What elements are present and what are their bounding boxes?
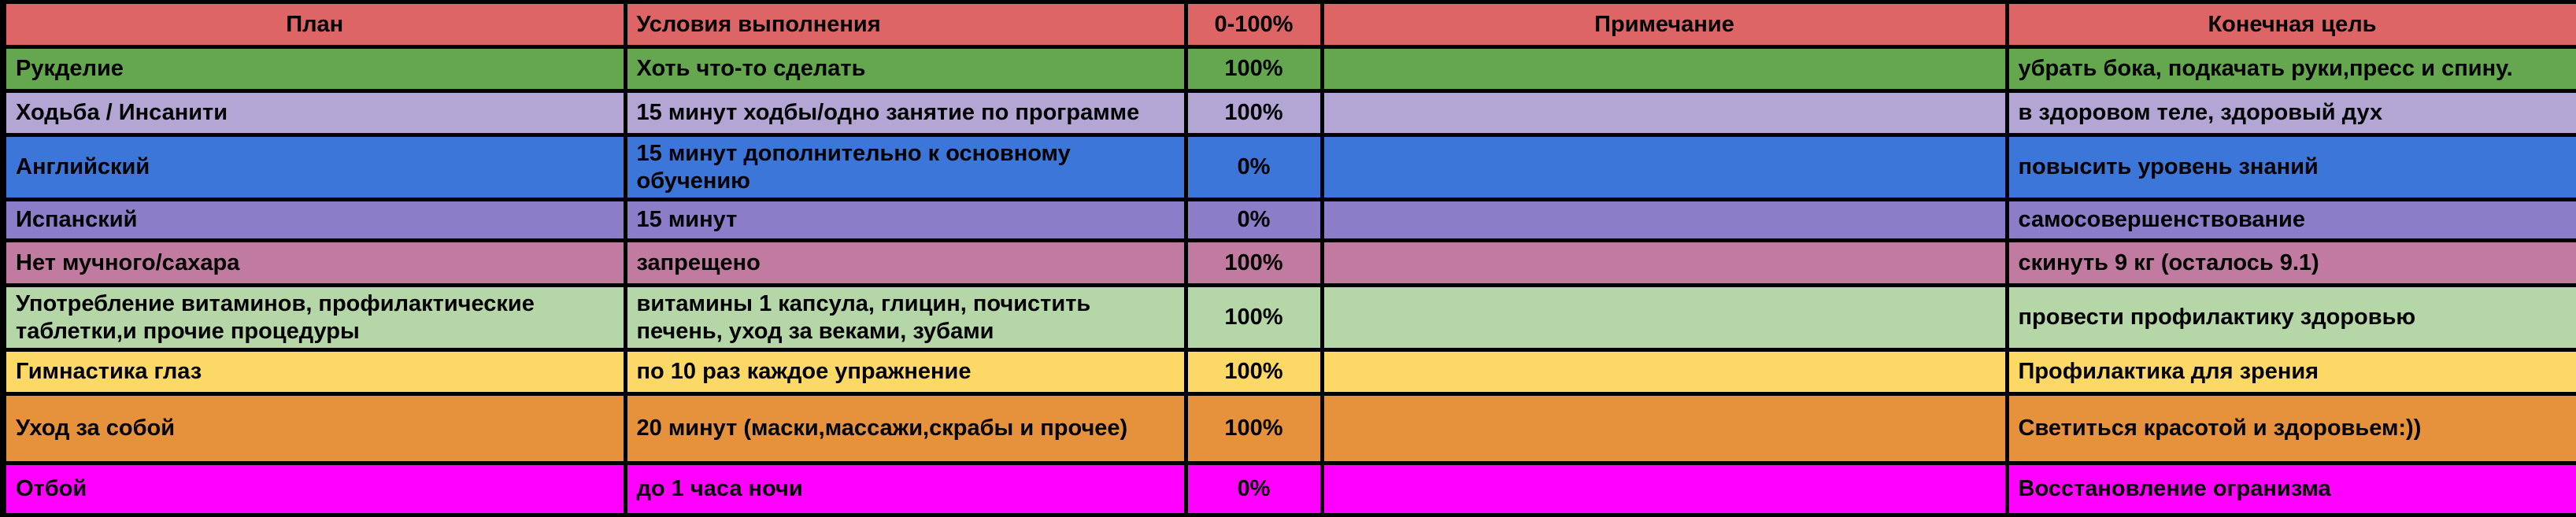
table-row: Рукделие Хоть что-то сделать 100% убрать…: [1, 45, 2576, 93]
condition-cell[interactable]: 15 минут ходбы/одно занятие по программе: [623, 89, 1188, 137]
plan-cell[interactable]: Отбой: [1, 461, 627, 517]
plan-cell[interactable]: Испанский: [1, 198, 627, 242]
table-row: Гимнастика глаз по 10 раз каждое упражне…: [1, 348, 2576, 396]
header-note[interactable]: Примечание: [1319, 0, 2009, 49]
table-row: Отбой до 1 часа ночи 0% Восстановление о…: [1, 461, 2576, 517]
table-row: Нет мучного/сахара запрещено 100% скинут…: [1, 238, 2576, 287]
goal-cell[interactable]: в здоровом теле, здоровый дух: [2004, 89, 2576, 137]
plan-cell[interactable]: Ходьба / Инсанити: [1, 89, 627, 137]
plan-cell[interactable]: Рукделие: [1, 45, 627, 93]
percent-cell[interactable]: 0%: [1183, 461, 1324, 517]
goal-cell[interactable]: самосовершенствование: [2004, 198, 2576, 242]
condition-cell[interactable]: 20 минут (маски,массажи,скрабы и прочее): [623, 392, 1188, 465]
goal-cell[interactable]: повысить уровень знаний: [2004, 133, 2576, 201]
note-cell[interactable]: [1319, 348, 2009, 396]
percent-cell[interactable]: 100%: [1183, 392, 1324, 465]
note-cell[interactable]: [1319, 89, 2009, 137]
percent-cell[interactable]: 100%: [1183, 45, 1324, 93]
percent-cell[interactable]: 100%: [1183, 238, 1324, 287]
condition-cell[interactable]: витамины 1 капсула, глицин, почистить пе…: [623, 283, 1188, 352]
condition-cell[interactable]: 15 минут дополнительно к основному обуче…: [623, 133, 1188, 201]
condition-cell[interactable]: Хоть что-то сделать: [623, 45, 1188, 93]
percent-cell[interactable]: 100%: [1183, 348, 1324, 396]
condition-cell[interactable]: запрещено: [623, 238, 1188, 287]
note-cell[interactable]: [1319, 133, 2009, 201]
condition-cell[interactable]: по 10 раз каждое упражнение: [623, 348, 1188, 396]
plan-cell[interactable]: Уход за собой: [1, 392, 627, 465]
header-percent[interactable]: 0-100%: [1183, 0, 1324, 49]
goal-cell[interactable]: убрать бока, подкачать руки,пресс и спин…: [2004, 45, 2576, 93]
goal-cell[interactable]: Светиться красотой и здоровьем:)): [2004, 392, 2576, 465]
percent-cell[interactable]: 0%: [1183, 198, 1324, 242]
note-cell[interactable]: [1319, 198, 2009, 242]
condition-cell[interactable]: 15 минут: [623, 198, 1188, 242]
table-row: Уход за собой 20 минут (маски,массажи,ск…: [1, 392, 2576, 465]
plan-cell[interactable]: Нет мучного/сахара: [1, 238, 627, 287]
goal-cell[interactable]: провести профилактику здоровью: [2004, 283, 2576, 352]
condition-cell[interactable]: до 1 часа ночи: [623, 461, 1188, 517]
percent-cell[interactable]: 100%: [1183, 283, 1324, 352]
table-row: Употребление витаминов, профилактические…: [1, 283, 2576, 352]
goal-cell[interactable]: Восстановление огранизма: [2004, 461, 2576, 517]
percent-cell[interactable]: 0%: [1183, 133, 1324, 201]
note-cell[interactable]: [1319, 45, 2009, 93]
table-row: Испанский 15 минут 0% самосовершенствова…: [1, 198, 2576, 242]
note-cell[interactable]: [1319, 392, 2009, 465]
table-row: Ходьба / Инсанити 15 минут ходбы/одно за…: [1, 89, 2576, 137]
note-cell[interactable]: [1319, 238, 2009, 287]
header-goal[interactable]: Конечная цель: [2004, 0, 2576, 49]
header-plan[interactable]: План: [1, 0, 627, 49]
goal-cell[interactable]: скинуть 9 кг (осталось 9.1): [2004, 238, 2576, 287]
plan-cell[interactable]: Английский: [1, 133, 627, 201]
note-cell[interactable]: [1319, 283, 2009, 352]
plan-cell[interactable]: Гимнастика глаз: [1, 348, 627, 396]
table-row: Английский 15 минут дополнительно к осно…: [1, 133, 2576, 201]
goal-cell[interactable]: Профилактика для зрения: [2004, 348, 2576, 396]
plan-cell[interactable]: Употребление витаминов, профилактические…: [1, 283, 627, 352]
note-cell[interactable]: [1319, 461, 2009, 517]
header-row: План Условия выполнения 0-100% Примечани…: [1, 0, 2576, 49]
percent-cell[interactable]: 100%: [1183, 89, 1324, 137]
header-condition[interactable]: Условия выполнения: [623, 0, 1188, 49]
